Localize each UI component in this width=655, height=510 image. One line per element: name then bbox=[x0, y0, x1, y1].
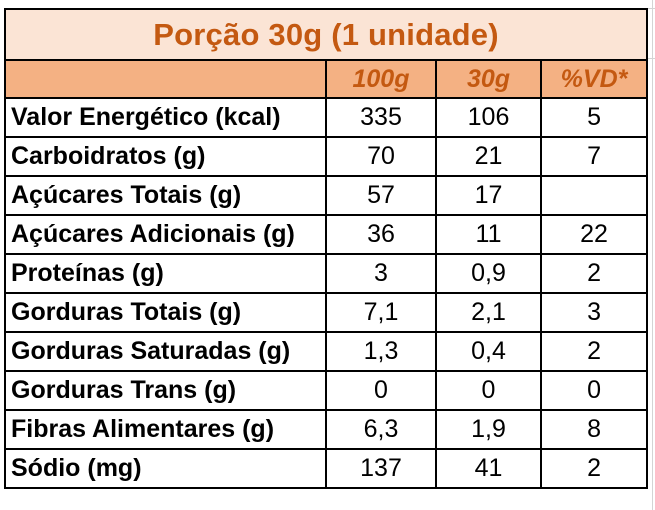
cell-30g[interactable]: 2,1 bbox=[435, 292, 542, 333]
cell-30g[interactable]: 106 bbox=[435, 97, 542, 138]
cell-30g[interactable]: 0,4 bbox=[435, 331, 542, 372]
cell-100g[interactable]: 70 bbox=[325, 136, 437, 177]
table-row: Gorduras Trans (g) 0 0 0 bbox=[4, 370, 649, 411]
header-blank-cell[interactable] bbox=[4, 59, 327, 99]
cell-30g[interactable]: 11 bbox=[435, 214, 542, 255]
cell-30g[interactable]: 21 bbox=[435, 136, 542, 177]
header-vd[interactable]: %VD* bbox=[539, 59, 649, 99]
row-label[interactable]: Gorduras Totais (g) bbox=[4, 292, 327, 333]
row-label[interactable]: Proteínas (g) bbox=[4, 253, 327, 294]
cell-100g[interactable]: 7,1 bbox=[325, 292, 437, 333]
cell-vd[interactable]: 5 bbox=[539, 97, 649, 138]
cell-vd[interactable]: 7 bbox=[539, 136, 649, 177]
cell-30g[interactable]: 17 bbox=[435, 175, 542, 216]
cell-vd[interactable]: 22 bbox=[539, 214, 649, 255]
row-label[interactable]: Carboidratos (g) bbox=[4, 136, 327, 177]
table-row: Fibras Alimentares (g) 6,3 1,9 8 bbox=[4, 409, 649, 450]
cell-100g[interactable]: 36 bbox=[325, 214, 437, 255]
row-label[interactable]: Valor Energético (kcal) bbox=[4, 97, 327, 138]
row-label[interactable]: Gorduras Saturadas (g) bbox=[4, 331, 327, 372]
cell-vd[interactable]: 3 bbox=[539, 292, 649, 333]
row-label[interactable]: Gorduras Trans (g) bbox=[4, 370, 327, 411]
table-row: Proteínas (g) 3 0,9 2 bbox=[4, 253, 649, 294]
cell-30g[interactable]: 41 bbox=[435, 448, 542, 489]
cell-100g[interactable]: 1,3 bbox=[325, 331, 437, 372]
table-row: Carboidratos (g) 70 21 7 bbox=[4, 136, 649, 177]
table-row: Açúcares Adicionais (g) 36 11 22 bbox=[4, 214, 649, 255]
table-row: Gorduras Totais (g) 7,1 2,1 3 bbox=[4, 292, 649, 333]
sheet-gridlines bbox=[647, 0, 655, 510]
header-30g[interactable]: 30g bbox=[435, 59, 542, 99]
row-label[interactable]: Açúcares Adicionais (g) bbox=[4, 214, 327, 255]
cell-30g[interactable]: 0,9 bbox=[435, 253, 542, 294]
cell-vd[interactable] bbox=[539, 175, 649, 216]
cell-100g[interactable]: 3 bbox=[325, 253, 437, 294]
nutrition-table: Porção 30g (1 unidade) 100g 30g %VD* Val… bbox=[3, 8, 649, 489]
row-label[interactable]: Fibras Alimentares (g) bbox=[4, 409, 327, 450]
table-title[interactable]: Porção 30g (1 unidade) bbox=[3, 8, 649, 61]
table-row: Açúcares Totais (g) 57 17 bbox=[4, 175, 649, 216]
cell-vd[interactable]: 2 bbox=[539, 331, 649, 372]
header-100g[interactable]: 100g bbox=[325, 59, 437, 99]
cell-100g[interactable]: 0 bbox=[325, 370, 437, 411]
table-row: Sódio (mg) 137 41 2 bbox=[4, 448, 649, 489]
cell-vd[interactable]: 2 bbox=[539, 253, 649, 294]
row-label[interactable]: Açúcares Totais (g) bbox=[4, 175, 327, 216]
cell-100g[interactable]: 57 bbox=[325, 175, 437, 216]
cell-vd[interactable]: 0 bbox=[539, 370, 649, 411]
cell-100g[interactable]: 335 bbox=[325, 97, 437, 138]
cell-100g[interactable]: 6,3 bbox=[325, 409, 437, 450]
cell-100g[interactable]: 137 bbox=[325, 448, 437, 489]
row-label[interactable]: Sódio (mg) bbox=[4, 448, 327, 489]
cell-vd[interactable]: 2 bbox=[539, 448, 649, 489]
table-row: Valor Energético (kcal) 335 106 5 bbox=[4, 97, 649, 138]
cell-30g[interactable]: 1,9 bbox=[435, 409, 542, 450]
table-row: Gorduras Saturadas (g) 1,3 0,4 2 bbox=[4, 331, 649, 372]
cell-30g[interactable]: 0 bbox=[435, 370, 542, 411]
cell-vd[interactable]: 8 bbox=[539, 409, 649, 450]
header-row: 100g 30g %VD* bbox=[4, 59, 649, 99]
